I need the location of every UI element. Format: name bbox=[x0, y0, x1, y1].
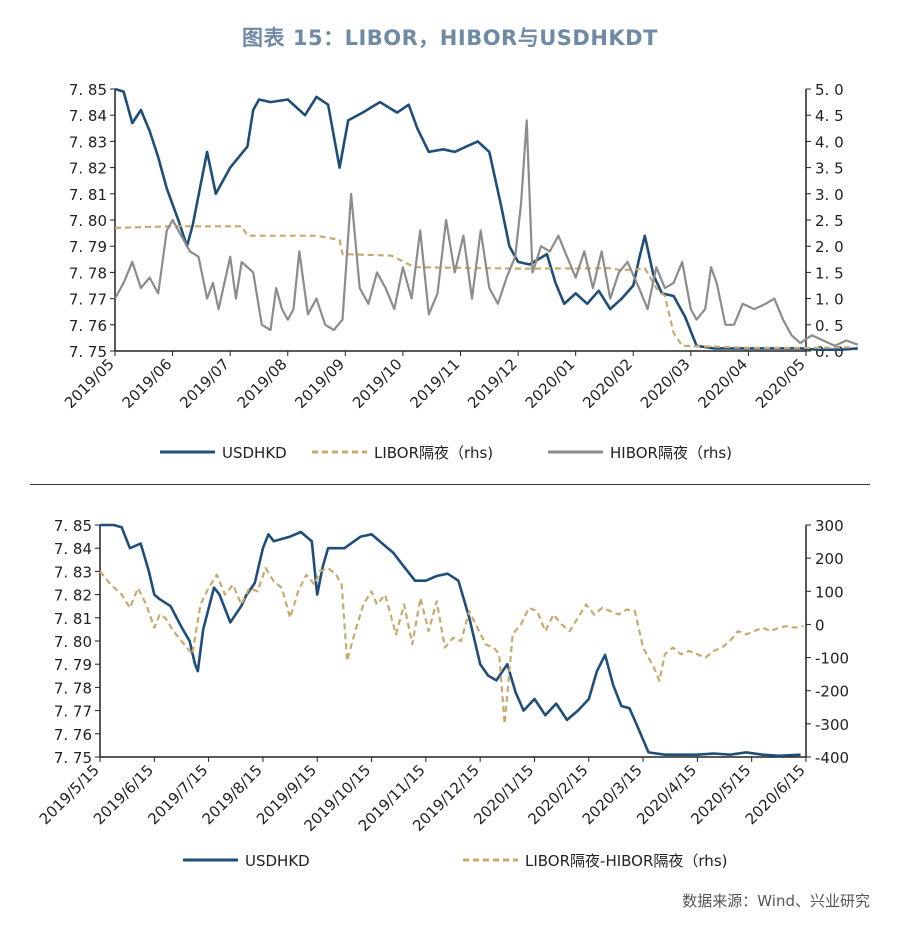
right-tick-label: 4. 0 bbox=[815, 133, 844, 151]
left-tick-label: 7. 84 bbox=[54, 540, 92, 558]
left-tick-label: 7. 76 bbox=[69, 317, 107, 335]
left-tick-label: 7. 82 bbox=[69, 160, 107, 178]
right-tick-label: 2. 0 bbox=[815, 238, 844, 256]
series-line-3 bbox=[114, 119, 859, 347]
left-tick-label: 7. 79 bbox=[54, 656, 92, 674]
chart-1: 7. 85 7. 84 7. 83 7. 82 7. 81 7. 80 7. 79 7. 78… bbox=[61, 81, 859, 462]
series-line-1 bbox=[100, 523, 801, 758]
left-tick-label: 7. 85 bbox=[54, 517, 92, 535]
left-tick-label: 7. 83 bbox=[54, 563, 92, 581]
left-tick-label: 7. 75 bbox=[69, 343, 107, 361]
right-tick-label: 1. 5 bbox=[815, 264, 844, 282]
left-tick-label: 7. 85 bbox=[69, 81, 107, 99]
legend-label-1: USDHKD bbox=[222, 444, 287, 462]
right-tick-label: 300 bbox=[815, 517, 844, 535]
legend-label-2: LIBOR隔夜（rhs) bbox=[374, 444, 493, 462]
series-line-1 bbox=[114, 87, 858, 351]
left-tick-label: 7. 80 bbox=[69, 212, 107, 230]
right-tick-label: 3. 0 bbox=[815, 186, 844, 204]
series-line-2 bbox=[114, 225, 853, 349]
right-tick-label: 3. 5 bbox=[815, 160, 844, 178]
right-tick-label: 2. 5 bbox=[815, 212, 844, 230]
right-tick-label: 100 bbox=[815, 583, 844, 601]
left-tick-label: 7. 78 bbox=[69, 264, 107, 282]
left-tick-label: 7. 77 bbox=[54, 703, 92, 721]
left-tick-label: 7. 75 bbox=[54, 749, 92, 767]
section-divider bbox=[30, 484, 870, 485]
right-tick-label: -400 bbox=[815, 749, 849, 767]
right-tick-label: 0. 5 bbox=[815, 317, 844, 335]
left-tick-label: 7. 82 bbox=[54, 587, 92, 605]
legend-label-1: USDHKD bbox=[245, 852, 310, 870]
right-tick-label: -300 bbox=[815, 716, 849, 734]
left-tick-label: 7. 76 bbox=[54, 726, 92, 744]
source-note: 数据来源：Wind、兴业研究 bbox=[682, 892, 870, 910]
right-tick-label: 5. 0 bbox=[815, 81, 844, 99]
left-tick-label: 7. 77 bbox=[69, 291, 107, 309]
left-tick-label: 7. 78 bbox=[54, 679, 92, 697]
right-tick-label: 4. 5 bbox=[815, 107, 844, 125]
series-line-2 bbox=[99, 567, 804, 725]
left-tick-label: 7. 81 bbox=[54, 610, 92, 628]
left-tick-label: 7. 79 bbox=[69, 238, 107, 256]
legend-label-3: HIBOR隔夜（rhs) bbox=[610, 444, 732, 462]
right-tick-label: -200 bbox=[815, 683, 849, 701]
left-tick-label: 7. 84 bbox=[69, 107, 107, 125]
left-tick-label: 7. 81 bbox=[69, 186, 107, 204]
right-tick-label: 1. 0 bbox=[815, 291, 844, 309]
legend-label-2: LIBOR隔夜-HIBOR隔夜（rhs) bbox=[525, 852, 728, 870]
left-tick-label: 7. 80 bbox=[54, 633, 92, 651]
right-tick-label: -100 bbox=[815, 650, 849, 668]
chart-title: 图表 15：LIBOR，HIBOR与USDHKDT bbox=[242, 26, 658, 50]
right-tick-label: 200 bbox=[815, 550, 844, 568]
right-tick-label: 0 bbox=[815, 616, 825, 634]
left-tick-label: 7. 83 bbox=[69, 133, 107, 151]
